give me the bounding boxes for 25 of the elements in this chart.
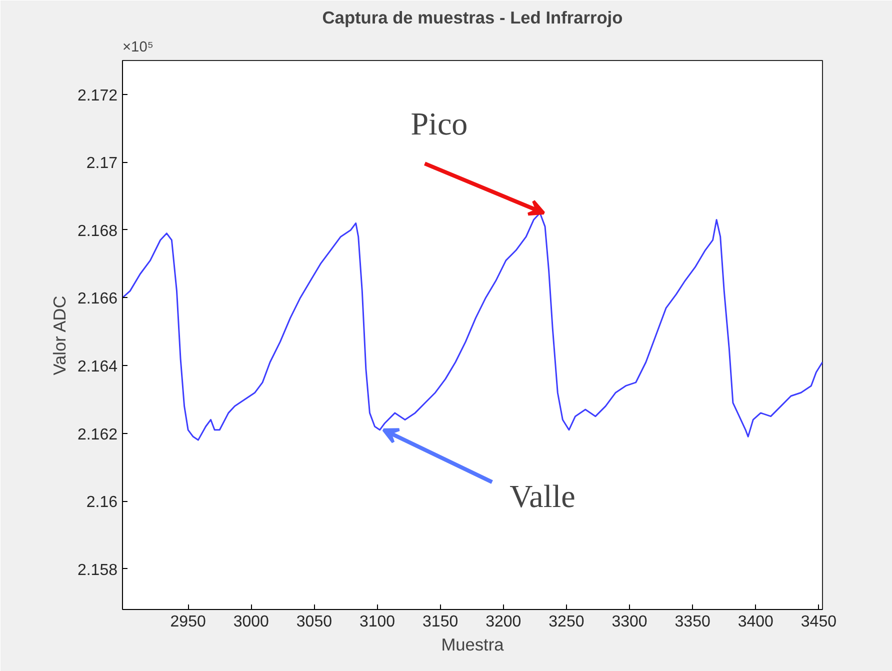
x-tick-label: 3400 [738, 614, 774, 630]
x-tick-label: 3000 [233, 614, 270, 630]
y-tick-label: 2.168 [77, 222, 118, 240]
annotation: Pico [410, 106, 468, 142]
x-tick-label: 3200 [486, 614, 522, 630]
x-tick-label: 3250 [548, 614, 584, 630]
x-tick-label: 3100 [359, 614, 396, 630]
x-tick-label: 3350 [674, 614, 710, 630]
text: ×10⁵ [122, 40, 154, 56]
y-tick-label: 2.17 [86, 155, 118, 172]
y-axis-title: Valor ADC [49, 296, 70, 376]
x-tick-label: 3450 [800, 614, 837, 630]
y-tick-label: 2.166 [77, 290, 118, 308]
y-tick-label: 2.172 [77, 87, 118, 104]
x-tick-label: 2950 [170, 614, 206, 630]
y-tick-label: 2.16 [86, 494, 118, 512]
y-tick-label: 2.164 [77, 358, 118, 376]
y-tick-label: 2.158 [77, 562, 118, 579]
x-tick-label: 3050 [296, 614, 332, 630]
x-tick-label: 3150 [422, 614, 458, 630]
annotation: Valle [510, 478, 576, 514]
x-axis-title: Muestra [441, 634, 504, 654]
x-tick-label: 3300 [612, 614, 648, 630]
chart-title: Captura de muestras - Led Infrarrojo [322, 8, 623, 28]
y-tick-label: 2.162 [77, 426, 118, 444]
